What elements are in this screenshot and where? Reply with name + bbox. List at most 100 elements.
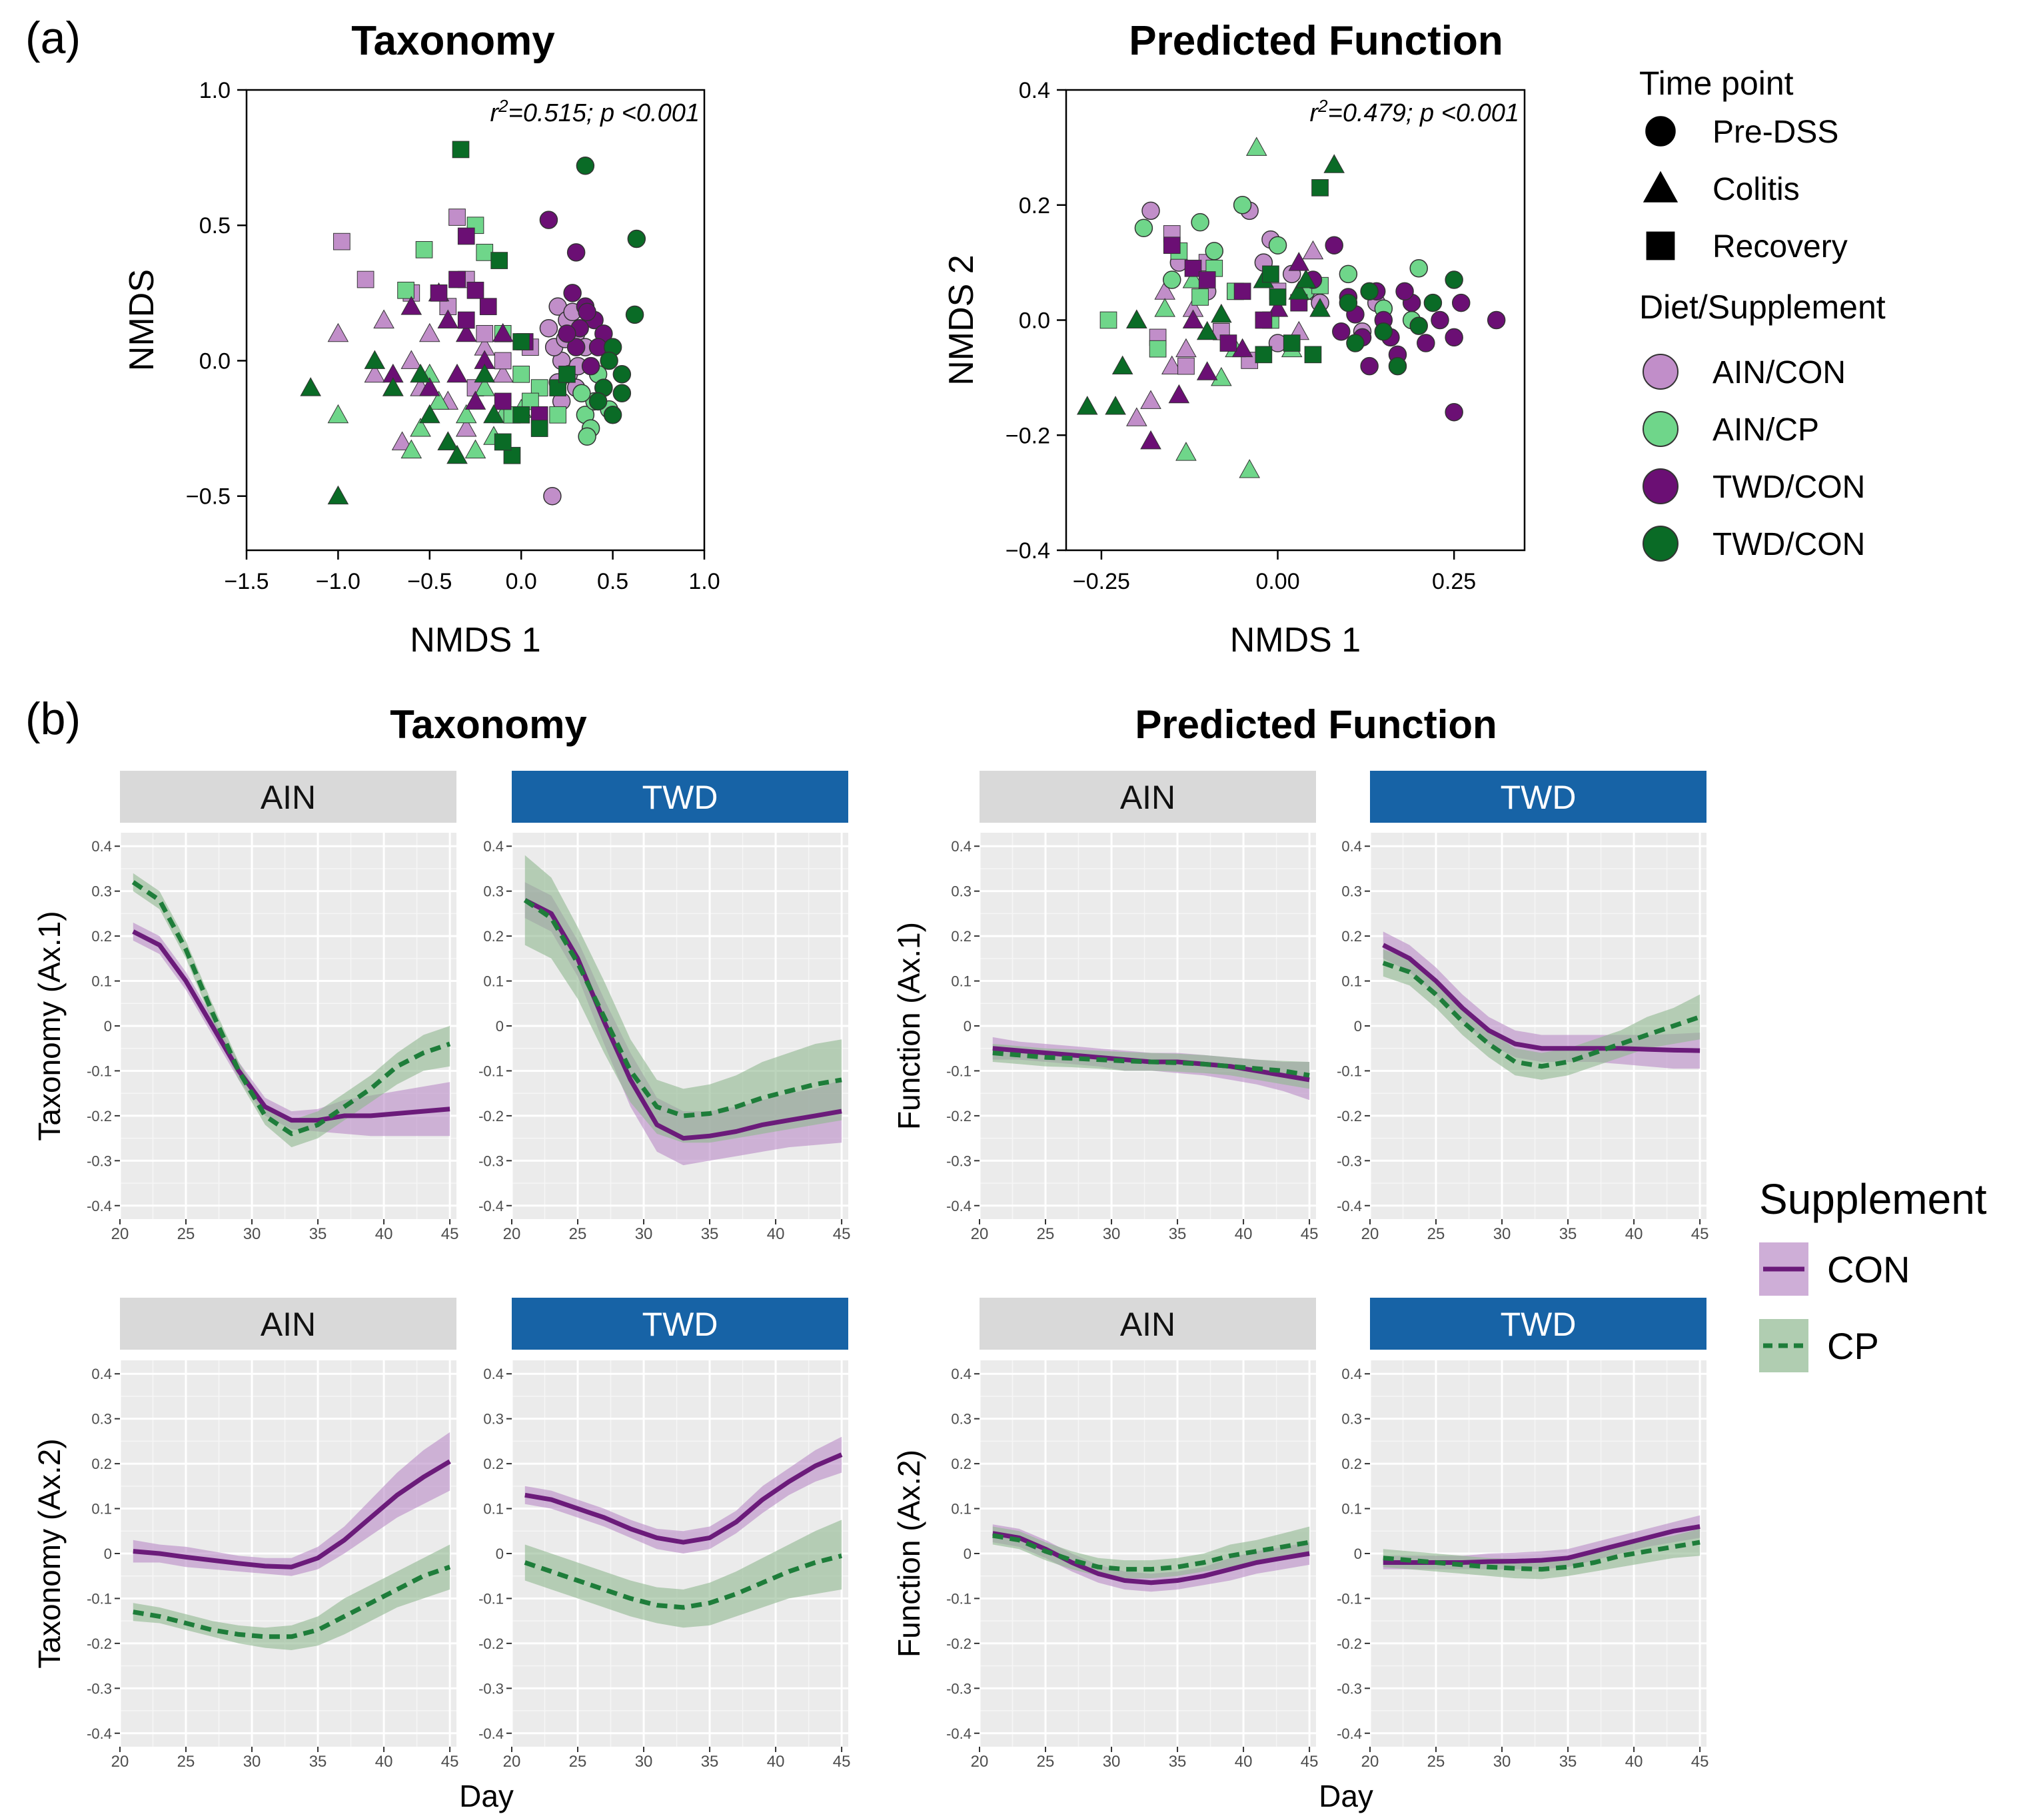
confidence-band-cp [992, 1526, 1310, 1579]
data-point [490, 252, 508, 269]
y-tick-label: 0.3 [483, 1411, 504, 1428]
x-tick-label: 35 [1169, 1753, 1187, 1771]
data-point [1168, 384, 1190, 404]
data-point [1175, 442, 1197, 461]
data-point [1141, 201, 1160, 221]
data-point [419, 377, 440, 396]
data-point [446, 444, 468, 464]
data-point [483, 404, 504, 424]
y-tick-label: 0 [964, 1018, 972, 1035]
x-tick-label: −1.0 [316, 569, 360, 594]
y-tick-label: 0.2 [91, 1456, 112, 1472]
y-tick-label: 0.2 [483, 928, 504, 945]
legend-diet-marker [1643, 526, 1679, 562]
y-tick-label: −0.5 [186, 484, 231, 510]
y-tick-label: -0.4 [1337, 1725, 1362, 1742]
facet-strip-label: TWD [1501, 1306, 1577, 1343]
y-tick-label: 0.2 [483, 1456, 504, 1472]
y-tick-label: 0.4 [1019, 78, 1050, 103]
data-point [1205, 242, 1224, 260]
legend-square-marker [1646, 231, 1675, 260]
y-tick-label: 0.1 [1341, 973, 1362, 990]
data-point [430, 284, 448, 302]
data-point [1233, 196, 1252, 215]
data-point [530, 420, 548, 437]
legend-supplement-title: Supplement [1759, 1175, 1987, 1223]
data-point [1360, 282, 1379, 301]
x-tick-label: 40 [1625, 1225, 1643, 1243]
y-tick-label: 0.1 [483, 1501, 504, 1518]
data-point [452, 141, 470, 159]
data-point [1105, 396, 1126, 415]
data-point [476, 244, 494, 261]
data-point [1245, 137, 1267, 156]
data-point [1163, 236, 1181, 254]
x-tick-label: 20 [111, 1753, 129, 1771]
y-tick-label: 0.4 [951, 838, 972, 855]
data-point [600, 351, 618, 370]
y-tick-label: 0.3 [483, 883, 504, 900]
data-point [356, 270, 374, 288]
y-tick-label: 0.2 [951, 1456, 972, 1472]
y-tick-label: -0.3 [946, 1680, 972, 1697]
confidence-band-cp [133, 1544, 450, 1650]
data-point [448, 270, 466, 288]
data-point [1311, 179, 1329, 197]
x-tick-label: 0.25 [1432, 569, 1476, 594]
legend-time-title: Time point [1639, 65, 1794, 102]
data-point [1111, 355, 1133, 375]
confidence-band-con [524, 1436, 842, 1554]
data-point [455, 322, 477, 342]
data-point [1161, 355, 1183, 375]
data-point [1134, 219, 1153, 238]
y-axis-label: Taxonomy (Ax.1) [32, 911, 67, 1140]
x-tick-label: 25 [177, 1753, 195, 1771]
x-tick-label: 20 [971, 1225, 989, 1243]
x-tick-label: 30 [635, 1753, 653, 1771]
x-tick-label: 40 [1235, 1753, 1253, 1771]
x-tick-label: 40 [375, 1225, 393, 1243]
data-point [457, 311, 475, 329]
x-tick-label: 0.00 [1255, 569, 1299, 594]
data-point [1332, 322, 1351, 341]
y-tick-label: 0.2 [91, 928, 112, 945]
data-point [1163, 270, 1181, 289]
stats-annotation: r2=0.515; p <0.001 [490, 96, 700, 127]
y-tick-label: -0.2 [1337, 1635, 1362, 1652]
y-tick-label: -0.2 [946, 1108, 972, 1125]
data-point [603, 406, 622, 424]
x-tick-label: 45 [1691, 1225, 1709, 1243]
facet-taxonomy-twd-ax2: TWD 20 25 30 35 40 45 0.4 0.3 0.2 0.1 0 -0.1 -0.2 -0.3… [478, 1298, 850, 1771]
data-point [1304, 346, 1322, 364]
data-point [492, 322, 514, 342]
data-point [492, 363, 514, 383]
y-tick-label: 0.1 [951, 1501, 972, 1518]
legend-diet-marker [1643, 354, 1679, 390]
y-tick-label: 0.3 [91, 883, 112, 900]
x-tick-label: 25 [177, 1225, 195, 1243]
data-point [1309, 298, 1331, 317]
data-point [1325, 236, 1343, 254]
y-tick-label: 0 [1354, 1546, 1362, 1562]
legend-diet-label: TWD/CON [1712, 470, 1865, 505]
y-tick-label: 0.1 [91, 973, 112, 990]
x-tick-label: 30 [1493, 1753, 1511, 1771]
panel-b-label: (b) [25, 693, 81, 744]
legend-diet-marker [1643, 411, 1679, 447]
x-tick-label: 20 [1361, 1225, 1379, 1243]
charts-layer: Taxonomy −1.5 −1.0 −0.5 0.0 0.5 1.0 1.0 0.5 0.0 −0… [32, 18, 1708, 1771]
y-tick-label: 0.3 [91, 1411, 112, 1428]
panel-b-taxonomy-title: Taxonomy [390, 702, 587, 747]
legend-time-label: Pre-DSS [1712, 115, 1838, 150]
data-point [479, 298, 497, 316]
y-tick-label: 0.1 [1341, 1501, 1362, 1518]
data-point [419, 404, 440, 424]
y-tick-label: -0.4 [478, 1198, 504, 1214]
data-point [1409, 316, 1428, 335]
facet-strip-label: TWD [642, 1306, 718, 1343]
data-point [1267, 298, 1289, 317]
confidence-band-con [992, 1524, 1310, 1592]
data-point [1255, 311, 1273, 329]
data-point [455, 418, 477, 437]
data-point [400, 296, 422, 315]
